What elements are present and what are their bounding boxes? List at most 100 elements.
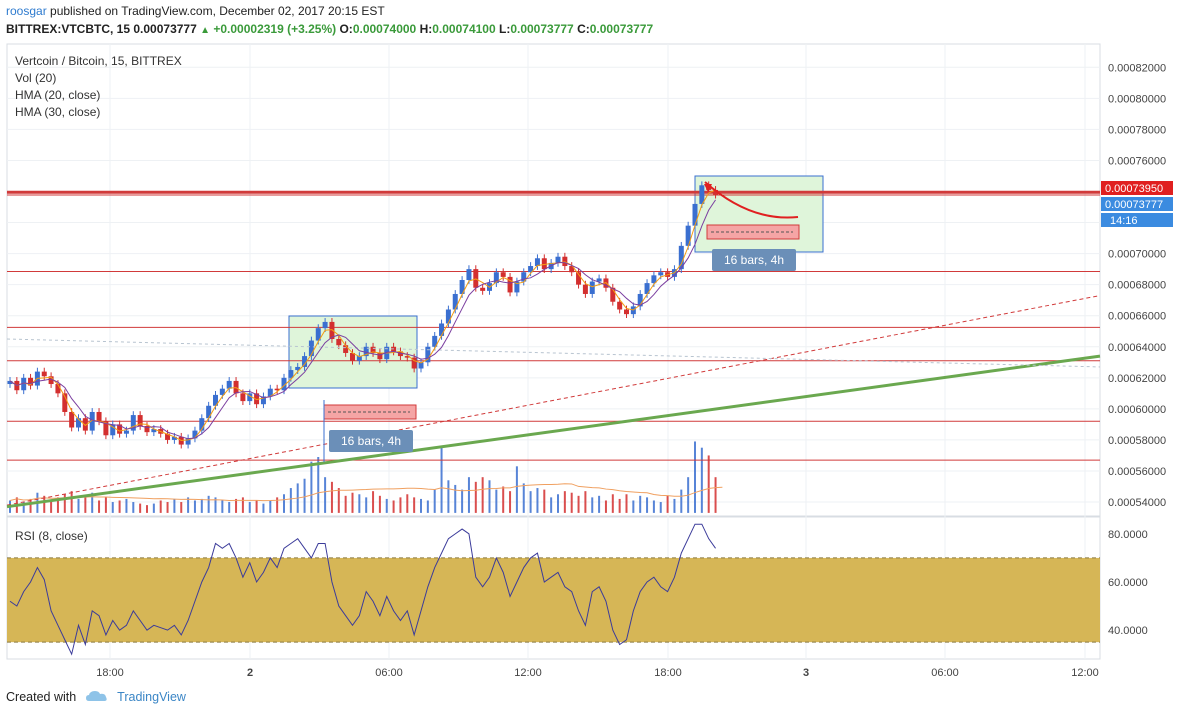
- time-tick-label: 18:00: [654, 667, 682, 679]
- volume-bar: [125, 498, 128, 513]
- time-tag-label: 14:16: [1110, 215, 1138, 227]
- candle-body: [589, 281, 595, 294]
- volume-bar: [207, 495, 210, 513]
- volume-bar: [563, 491, 566, 513]
- last-price-box: [1101, 197, 1173, 211]
- legend-text: Vertcoin / Bitcoin, 15, BITTREX Vol (20)…: [15, 54, 182, 543]
- volume-bar: [611, 494, 614, 513]
- candle-body: [151, 429, 157, 433]
- volume-bars: [9, 441, 723, 513]
- volume-bar: [262, 503, 265, 513]
- volume-bar: [632, 500, 635, 513]
- publish-info: roosgar published on TradingView.com, De…: [6, 4, 385, 18]
- volume-bar: [173, 498, 176, 513]
- time-tag-box: [1101, 213, 1173, 227]
- volume-bar: [70, 491, 73, 513]
- volume-bar: [714, 477, 717, 513]
- candle-body: [500, 272, 506, 277]
- overlay-lines: 16 bars, 4h 16 bars, 4h: [6, 181, 1101, 509]
- candle-body: [425, 346, 431, 363]
- candle-body: [685, 225, 691, 246]
- price-tick-label: 0.00062000: [1108, 373, 1166, 385]
- price-tick-label: 0.00058000: [1108, 435, 1166, 447]
- price-tick-label: 0.00078000: [1108, 124, 1166, 136]
- candle-body: [165, 433, 171, 440]
- volume-bar: [584, 491, 587, 513]
- rsi-line: [9, 523, 716, 656]
- volume-bar: [529, 491, 532, 513]
- time-tick-label: 3: [803, 667, 809, 679]
- volume-bar: [111, 502, 114, 513]
- volume-bar: [652, 500, 655, 513]
- candle-body: [302, 356, 308, 367]
- candle-body: [528, 266, 534, 273]
- volume-bar: [433, 489, 436, 513]
- volume-bar: [269, 500, 272, 513]
- candle-body: [123, 430, 129, 434]
- volume-bar: [372, 491, 375, 513]
- candle-body: [377, 352, 383, 360]
- volume-bar: [557, 494, 559, 513]
- tradingview-link[interactable]: TradingView: [117, 690, 186, 704]
- candle-body: [240, 393, 246, 402]
- candle-body: [404, 356, 410, 358]
- time-tick-label: 18:00: [96, 667, 124, 679]
- candle-body: [281, 377, 287, 391]
- volume-bar: [180, 502, 183, 513]
- volume-bar: [598, 495, 601, 513]
- candle-body: [507, 276, 513, 293]
- volume-bar: [550, 497, 553, 513]
- candle-body: [637, 293, 643, 307]
- volume-bar: [378, 495, 381, 513]
- volume-bar: [502, 486, 505, 513]
- volume-bar: [420, 498, 422, 513]
- candle-body: [418, 362, 424, 369]
- candle-body: [213, 394, 218, 406]
- volume-bar: [680, 489, 683, 513]
- candle-body: [206, 405, 212, 419]
- volume-bar: [63, 494, 66, 513]
- candle-body: [541, 258, 547, 270]
- volume-bar: [310, 461, 313, 513]
- price-pane[interactable]: [6, 43, 1101, 517]
- candle-body: [658, 272, 664, 276]
- volume-bar: [467, 477, 470, 513]
- price-tag-label: 0.00073950: [1105, 183, 1163, 195]
- volume-bar: [283, 494, 285, 513]
- volume-bar: [324, 477, 327, 513]
- rsi-tick-label: 80.0000: [1108, 529, 1148, 541]
- hma30-legend: HMA (30, close): [15, 105, 100, 119]
- candle-body: [62, 393, 68, 412]
- volume-bar: [646, 497, 649, 513]
- candle-body: [439, 323, 445, 336]
- volume-bar: [152, 503, 155, 513]
- volume-bar: [344, 495, 347, 513]
- candle-body: [534, 258, 540, 267]
- volume-bar: [700, 447, 703, 513]
- volume-bar: [392, 500, 395, 513]
- volume-bar: [577, 495, 580, 513]
- candle-body: [295, 366, 301, 371]
- time-tick-label: 12:00: [1071, 667, 1099, 679]
- volume-bar: [276, 497, 279, 513]
- volume-bar: [694, 441, 696, 513]
- open-value: 0.00074000: [352, 22, 417, 36]
- price-tick-label: 0.00066000: [1108, 311, 1166, 323]
- candle-body: [466, 269, 472, 280]
- candle-body: [144, 425, 150, 433]
- candle-body: [76, 418, 81, 428]
- candle-body: [219, 388, 225, 395]
- candle-body: [336, 339, 342, 346]
- price-tick-label: 0.00068000: [1108, 280, 1166, 292]
- close-label: C:: [577, 22, 590, 36]
- price-tick-label: 0.00060000: [1108, 404, 1166, 416]
- volume-bar: [104, 497, 107, 513]
- volume-bar: [337, 488, 340, 513]
- price-tag-box: [1101, 181, 1173, 195]
- volume-bar: [241, 497, 244, 513]
- author-link[interactable]: roosgar: [6, 4, 47, 18]
- candle-body: [562, 256, 568, 267]
- volume-bar: [406, 494, 409, 513]
- candle-body: [89, 411, 95, 431]
